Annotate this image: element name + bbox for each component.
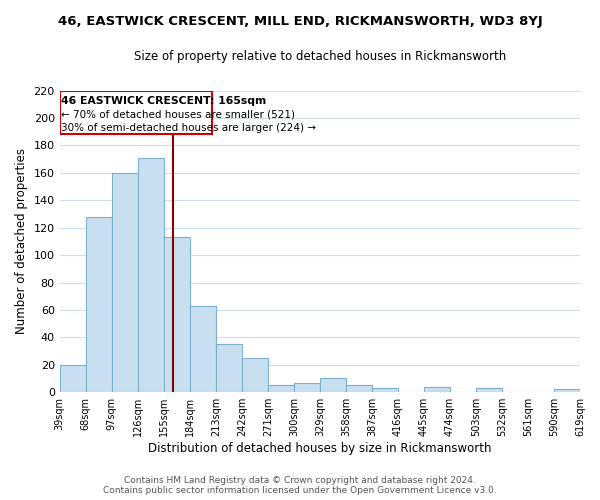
Bar [242,358,268,392]
Title: Size of property relative to detached houses in Rickmansworth: Size of property relative to detached ho… [134,50,506,63]
Bar [112,173,138,392]
Y-axis label: Number of detached properties: Number of detached properties [15,148,28,334]
Text: Contains HM Land Registry data © Crown copyright and database right 2024.
Contai: Contains HM Land Registry data © Crown c… [103,476,497,495]
Text: 46 EASTWICK CRESCENT: 165sqm: 46 EASTWICK CRESCENT: 165sqm [61,96,267,106]
Bar [216,344,242,392]
Bar [138,158,164,392]
Bar [59,365,86,392]
Bar [164,238,190,392]
Bar [476,388,502,392]
Bar [424,386,450,392]
Text: 30% of semi-detached houses are larger (224) →: 30% of semi-detached houses are larger (… [61,124,316,134]
X-axis label: Distribution of detached houses by size in Rickmansworth: Distribution of detached houses by size … [148,442,491,455]
Bar [320,378,346,392]
Bar [268,386,294,392]
Bar [190,306,216,392]
Text: ← 70% of detached houses are smaller (521): ← 70% of detached houses are smaller (52… [61,110,295,120]
Bar [294,382,320,392]
Bar [346,386,372,392]
Bar [86,216,112,392]
Bar [554,390,580,392]
Bar [372,388,398,392]
Text: 46, EASTWICK CRESCENT, MILL END, RICKMANSWORTH, WD3 8YJ: 46, EASTWICK CRESCENT, MILL END, RICKMAN… [58,15,542,28]
FancyBboxPatch shape [59,90,212,134]
